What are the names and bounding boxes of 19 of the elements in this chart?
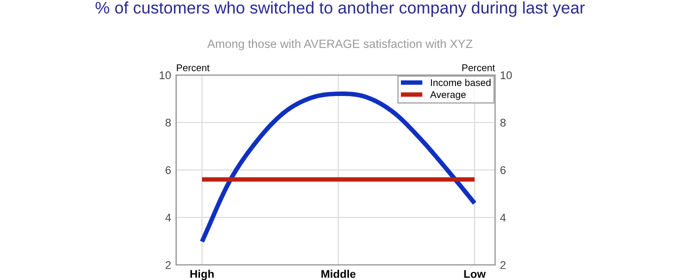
y-tick-label: 6 (166, 166, 171, 174)
y-axis-title: Percent (176, 64, 210, 72)
x-tick-label: Low (464, 270, 486, 278)
legend-label: Average (430, 91, 466, 100)
y2-tick-label: 4 (500, 214, 506, 222)
y2-tick-label: 8 (500, 118, 506, 127)
y-tick-label: 2 (166, 261, 171, 269)
y2-tick-label: 10 (500, 71, 512, 80)
y2-tick-label: 6 (500, 166, 506, 174)
y-tick-label: 4 (165, 214, 171, 222)
chart-title: % of customers who switched to another company during last year (96, 1, 585, 17)
y-tick-label: 10 (160, 71, 171, 80)
y-tick-label: 8 (166, 118, 171, 127)
chart-subtitle: Among those with AVERAGE satisfaction with XYZ (207, 39, 472, 50)
legend-label: Income based (430, 78, 491, 86)
x-tick-label: Middle (321, 270, 356, 278)
y2-axis-title: Percent (462, 64, 495, 72)
y2-tick-label: 2 (500, 261, 506, 269)
x-tick-label: High (190, 270, 214, 280)
